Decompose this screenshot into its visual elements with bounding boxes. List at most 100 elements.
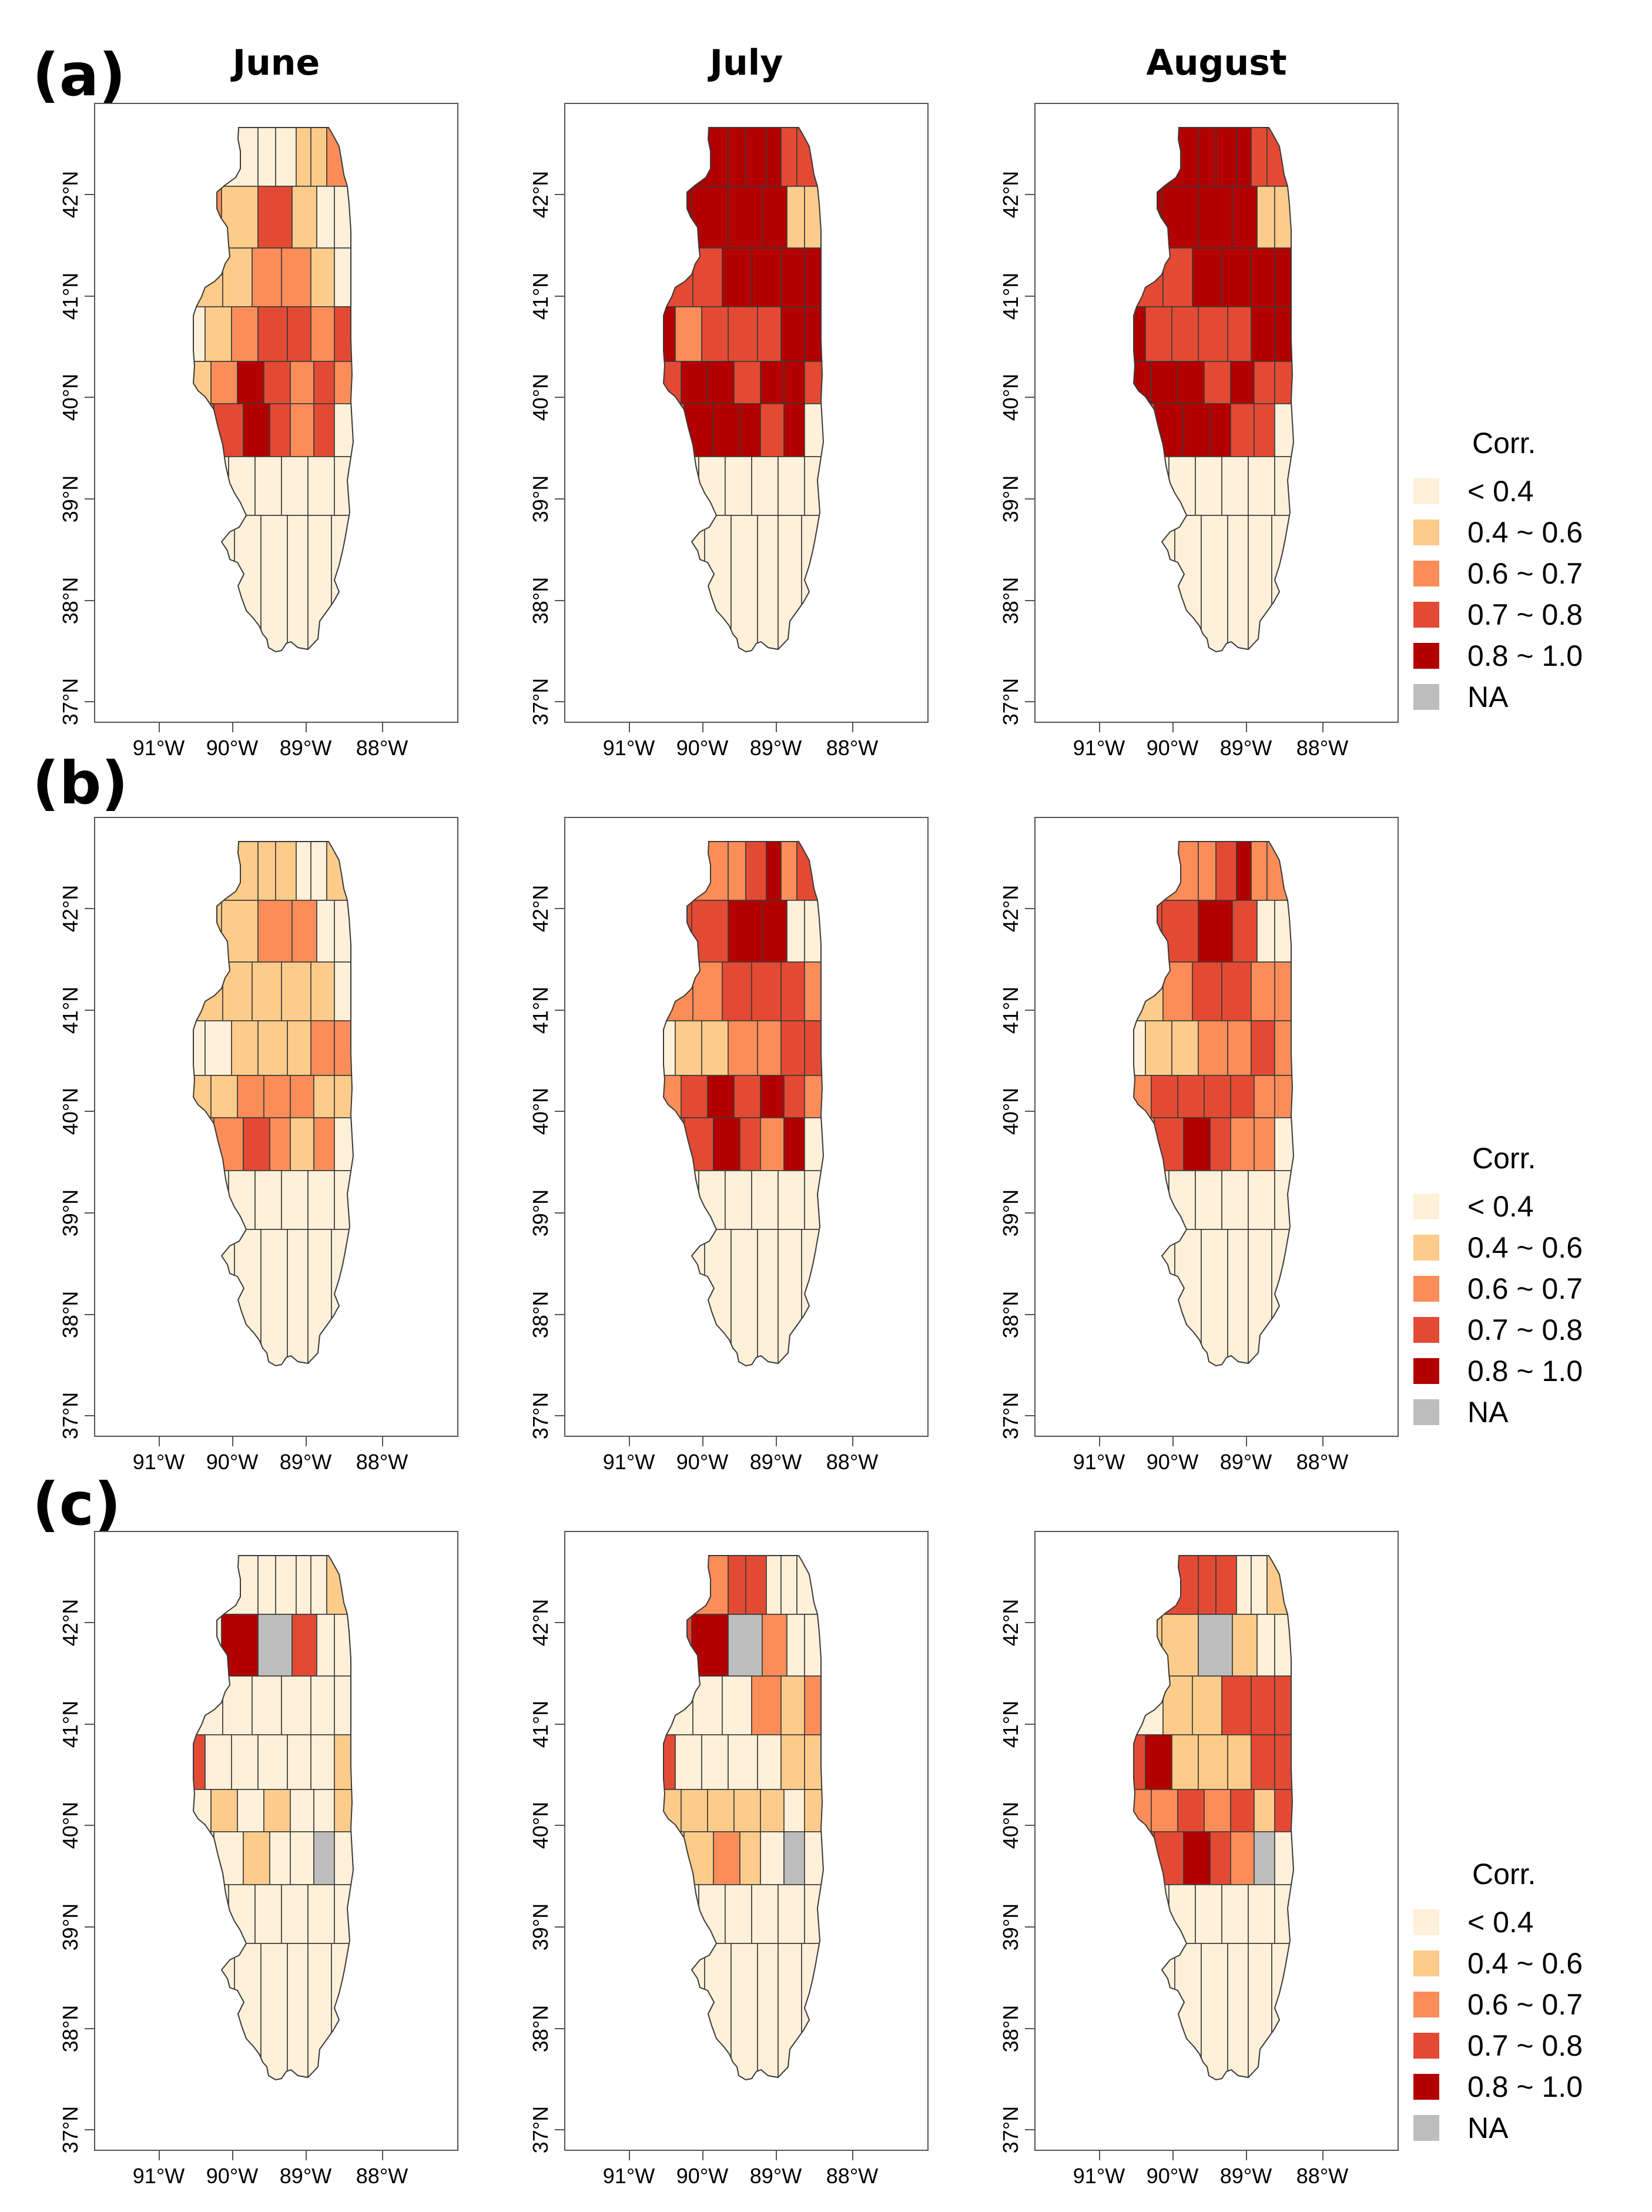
county-cell bbox=[257, 900, 293, 963]
x-tick-mark bbox=[629, 723, 630, 732]
x-tick-mark bbox=[382, 1437, 383, 1446]
legend-label: < 0.4 bbox=[1467, 1906, 1534, 1939]
county-cell bbox=[804, 900, 823, 963]
illinois-map bbox=[192, 841, 354, 1367]
state-outline bbox=[662, 841, 825, 1367]
county-cell bbox=[786, 900, 805, 963]
y-tick-mark bbox=[1025, 701, 1034, 702]
county-cell bbox=[1221, 247, 1252, 307]
county-cell bbox=[257, 1556, 276, 1615]
county-cell bbox=[804, 1614, 823, 1677]
county-cell bbox=[1248, 515, 1272, 652]
county-cell bbox=[310, 961, 335, 1021]
county-cell bbox=[783, 1789, 805, 1832]
y-tick-mark bbox=[85, 498, 94, 500]
x-tick-mark bbox=[629, 2151, 630, 2160]
county-cell bbox=[701, 1020, 729, 1076]
y-tick-label: 37°N bbox=[58, 2106, 82, 2154]
y-tick-mark bbox=[1025, 600, 1034, 601]
y-tick-label: 42°N bbox=[998, 170, 1023, 219]
county-cell bbox=[281, 1675, 311, 1735]
county-cell bbox=[1274, 1020, 1294, 1076]
county-cell bbox=[664, 128, 729, 187]
county-cell bbox=[804, 1884, 823, 1944]
x-tick-mark bbox=[1099, 723, 1100, 732]
x-tick-mark bbox=[1322, 1437, 1323, 1446]
county-cell bbox=[1151, 1789, 1178, 1832]
x-tick-mark bbox=[852, 723, 853, 732]
county-cell bbox=[1198, 128, 1217, 187]
county-cell bbox=[1201, 1229, 1228, 1366]
county-cell bbox=[1134, 1734, 1146, 1790]
county-cell bbox=[1227, 1734, 1252, 1790]
x-tick-label: 88°W bbox=[1296, 736, 1349, 760]
county-cell bbox=[1209, 1831, 1231, 1885]
legend-item: < 0.4 bbox=[1413, 471, 1648, 512]
y-tick-mark bbox=[85, 1926, 94, 1928]
county-cell bbox=[691, 1614, 729, 1677]
county-cell bbox=[231, 306, 259, 362]
county-cell bbox=[310, 1734, 335, 1790]
county-cell bbox=[1254, 1075, 1275, 1118]
y-tick-mark bbox=[555, 1111, 564, 1112]
county-cell bbox=[316, 1614, 335, 1677]
county-cell bbox=[1134, 1943, 1175, 2080]
row-label-a: (a) bbox=[32, 41, 126, 109]
county-cell bbox=[1215, 128, 1237, 187]
county-cell bbox=[804, 1020, 823, 1076]
county-cell bbox=[728, 1734, 758, 1790]
county-cell bbox=[1134, 1675, 1164, 1735]
x-tick-label: 90°W bbox=[1146, 2164, 1199, 2188]
county-cell bbox=[1134, 128, 1199, 187]
county-cell bbox=[222, 961, 253, 1021]
county-cell bbox=[307, 1170, 335, 1230]
county-cell bbox=[307, 1229, 332, 1366]
county-cell bbox=[780, 128, 797, 187]
county-cell bbox=[1201, 1943, 1228, 2080]
legend-item: NA bbox=[1413, 676, 1648, 718]
county-cell bbox=[733, 361, 761, 404]
y-tick-label: 41°N bbox=[998, 272, 1023, 320]
x-tick-label: 91°W bbox=[602, 1450, 655, 1474]
row-label-c: (c) bbox=[32, 1470, 121, 1539]
county-cell bbox=[334, 1675, 353, 1735]
county-cell bbox=[1254, 1831, 1275, 1885]
x-tick-mark bbox=[1322, 2151, 1323, 2160]
x-tick-label: 90°W bbox=[676, 736, 729, 760]
county-cell bbox=[1198, 186, 1233, 249]
county-cell bbox=[205, 306, 232, 362]
county-cell bbox=[1274, 1614, 1294, 1677]
legend-item: 0.4 ~ 0.6 bbox=[1413, 512, 1648, 553]
county-cell bbox=[804, 1075, 823, 1118]
county-cell bbox=[804, 961, 823, 1021]
county-cell bbox=[1251, 1556, 1268, 1615]
county-cell bbox=[1209, 1117, 1231, 1171]
county-cell bbox=[275, 1556, 297, 1615]
legend-label: 0.6 ~ 0.7 bbox=[1467, 1988, 1583, 2021]
month-title-august: August bbox=[1146, 42, 1287, 83]
legend-title: Corr. bbox=[1472, 427, 1536, 460]
map-panel bbox=[564, 103, 929, 723]
y-tick-mark bbox=[1025, 1724, 1034, 1725]
county-cell bbox=[1192, 961, 1222, 1021]
y-tick-mark bbox=[555, 498, 564, 500]
county-cell bbox=[334, 1734, 353, 1790]
county-cell bbox=[287, 306, 311, 362]
county-cell bbox=[739, 1117, 761, 1171]
x-tick-label: 91°W bbox=[1073, 2164, 1125, 2188]
y-tick-mark bbox=[555, 2028, 564, 2029]
county-cell bbox=[1134, 1884, 1170, 1944]
y-tick-label: 39°N bbox=[58, 1189, 82, 1237]
y-tick-mark bbox=[555, 2129, 564, 2130]
county-cell bbox=[1248, 456, 1275, 516]
county-cell bbox=[664, 1884, 699, 1944]
county-cell bbox=[722, 1675, 752, 1735]
illinois-map bbox=[662, 841, 825, 1367]
county-cell bbox=[722, 961, 752, 1021]
map-panel bbox=[564, 817, 929, 1437]
county-cell bbox=[334, 456, 353, 516]
y-tick-mark bbox=[1025, 1926, 1034, 1928]
y-tick-mark bbox=[555, 1415, 564, 1416]
county-cell bbox=[1251, 306, 1275, 362]
county-cell bbox=[1236, 1556, 1252, 1615]
